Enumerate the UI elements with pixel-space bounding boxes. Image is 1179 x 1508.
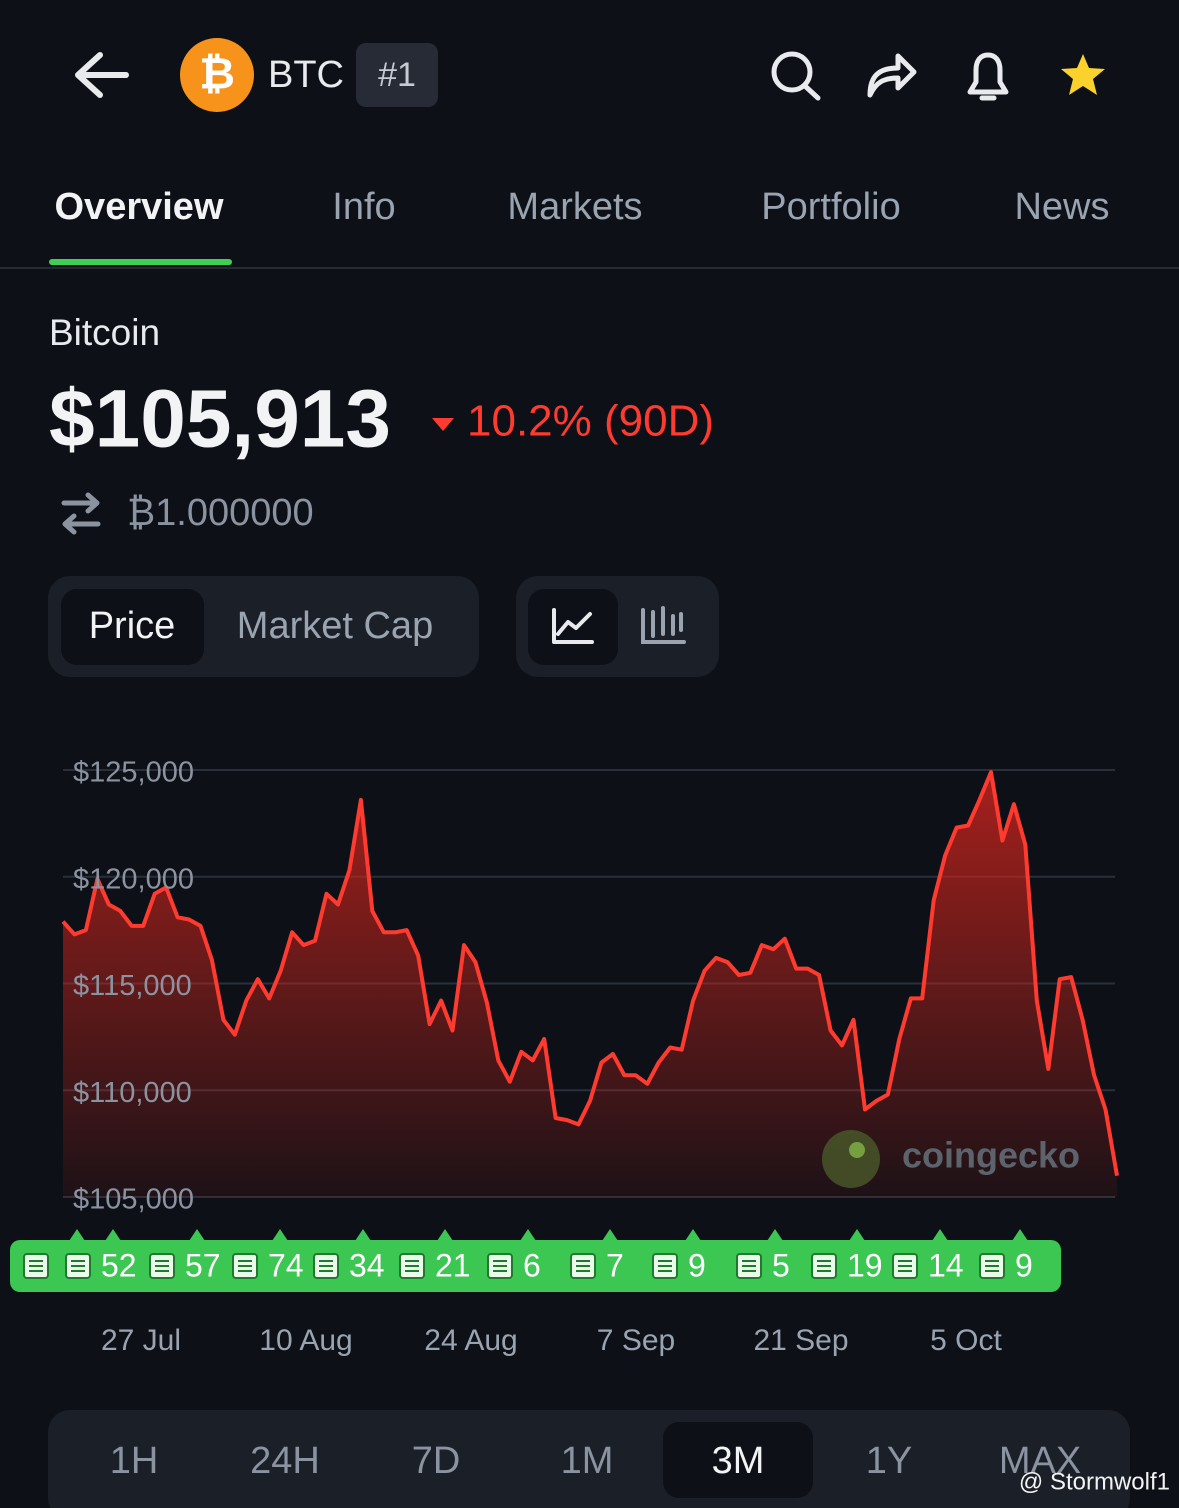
x-tick-label: 7 Sep xyxy=(597,1324,675,1357)
news-pointer xyxy=(932,1229,948,1241)
coin-logo: ₿ xyxy=(180,38,254,112)
news-icon-lines xyxy=(319,1260,333,1272)
news-pointer xyxy=(685,1229,701,1241)
news-count[interactable]: 57 xyxy=(185,1247,221,1283)
ticker: BTC xyxy=(268,54,344,96)
tab[interactable]: News xyxy=(1014,186,1109,228)
news-icon-lines xyxy=(405,1260,419,1272)
range-option[interactable]: MAX xyxy=(999,1440,1081,1482)
news-pointer xyxy=(849,1229,865,1241)
change-down-arrow xyxy=(432,418,454,431)
news-count[interactable]: 21 xyxy=(435,1247,471,1283)
x-tick-label: 10 Aug xyxy=(259,1324,352,1357)
x-tick-label: 21 Sep xyxy=(753,1324,848,1357)
news-pointer xyxy=(272,1229,288,1241)
convert-icon xyxy=(61,492,101,535)
toggle-price[interactable]: Price xyxy=(89,605,176,647)
range-selector xyxy=(48,1410,1130,1508)
svg-text:₿: ₿ xyxy=(199,50,235,99)
share-icon[interactable] xyxy=(867,53,917,98)
news-icon-lines xyxy=(817,1260,831,1272)
news-icon-lines xyxy=(985,1260,999,1272)
news-count[interactable]: 34 xyxy=(349,1247,385,1283)
candle-chart-icon[interactable] xyxy=(641,606,686,644)
price: $105,913 xyxy=(49,374,391,465)
y-tick-label: $120,000 xyxy=(73,863,194,895)
news-count[interactable]: 9 xyxy=(1015,1247,1033,1283)
news-icon-lines xyxy=(71,1260,85,1272)
coin-name: Bitcoin xyxy=(49,312,160,353)
price-area xyxy=(63,772,1117,1197)
news-pointer xyxy=(1012,1229,1028,1241)
news-count[interactable]: 74 xyxy=(268,1247,304,1283)
news-count[interactable]: 52 xyxy=(101,1247,137,1283)
y-tick-label: $115,000 xyxy=(73,970,192,1002)
price-chart: $125,000 $120,000 $115,000 $110,000 $105,000 xyxy=(61,757,1119,1216)
news-count[interactable]: 14 xyxy=(928,1247,964,1283)
news-pointer xyxy=(105,1229,121,1241)
price-change: 10.2% (90D) xyxy=(467,397,714,446)
rank: #1 xyxy=(378,56,416,94)
btc-price: ₿1.000000 xyxy=(127,492,314,534)
news-strip xyxy=(10,1240,1061,1292)
range-option[interactable]: 7D xyxy=(412,1440,461,1482)
y-tick-label: $125,000 xyxy=(73,757,194,789)
news-icon-lines xyxy=(155,1260,169,1272)
credit: @ Stormwolf1 xyxy=(1019,1468,1170,1495)
news-icon-lines xyxy=(898,1260,912,1272)
watermark-logo xyxy=(822,1130,880,1188)
news-count[interactable]: 5 xyxy=(772,1247,790,1283)
news-icon-lines xyxy=(576,1260,590,1272)
watermark: coingecko xyxy=(902,1135,1080,1176)
price-line xyxy=(61,770,1119,1177)
range-option[interactable]: 1Y xyxy=(866,1440,912,1482)
news-pointer xyxy=(355,1229,371,1241)
rank-badge xyxy=(356,43,438,107)
y-tick-label: $110,000 xyxy=(73,1077,192,1109)
news-pointer xyxy=(437,1229,453,1241)
range-option[interactable]: 1M xyxy=(561,1440,614,1482)
x-tick-label: 27 Jul xyxy=(101,1324,181,1357)
toggle-market-cap[interactable]: Market Cap xyxy=(237,605,433,647)
favorite-star[interactable] xyxy=(1061,54,1105,95)
news-pointer xyxy=(189,1229,205,1241)
y-tick-label: $105,000 xyxy=(73,1184,194,1216)
news-count[interactable]: 19 xyxy=(847,1247,883,1283)
back-button[interactable] xyxy=(75,52,129,98)
news-pointer xyxy=(767,1229,783,1241)
news-count[interactable]: 7 xyxy=(606,1247,624,1283)
range-option[interactable]: 24H xyxy=(250,1440,320,1482)
news-icon-lines xyxy=(238,1260,252,1272)
range-option[interactable]: 3M xyxy=(712,1440,765,1482)
range-selected xyxy=(663,1422,813,1498)
line-chart-icon[interactable] xyxy=(552,608,594,644)
metric-selected xyxy=(61,589,204,665)
x-tick-label: 5 Oct xyxy=(930,1324,1002,1357)
news-icon-lines xyxy=(493,1260,507,1272)
tab-divider xyxy=(0,267,1179,269)
news-icon-lines xyxy=(658,1260,672,1272)
news-count[interactable]: 6 xyxy=(523,1247,541,1283)
news-icon-lines xyxy=(742,1260,756,1272)
news-pointer xyxy=(69,1229,85,1241)
bell-icon[interactable] xyxy=(967,52,1009,101)
range-option[interactable]: 1H xyxy=(110,1440,159,1482)
tab[interactable]: Info xyxy=(332,186,395,228)
news-icon-lines xyxy=(29,1260,43,1272)
search-icon[interactable] xyxy=(771,51,821,101)
news-pointer xyxy=(520,1229,536,1241)
x-tick-label: 24 Aug xyxy=(424,1324,517,1357)
news-pointer xyxy=(602,1229,618,1241)
tab[interactable]: Markets xyxy=(507,186,642,228)
news-count[interactable]: 9 xyxy=(688,1247,706,1283)
tab-underline xyxy=(49,259,232,265)
tab[interactable]: Overview xyxy=(55,186,224,228)
tab[interactable]: Portfolio xyxy=(761,186,900,228)
